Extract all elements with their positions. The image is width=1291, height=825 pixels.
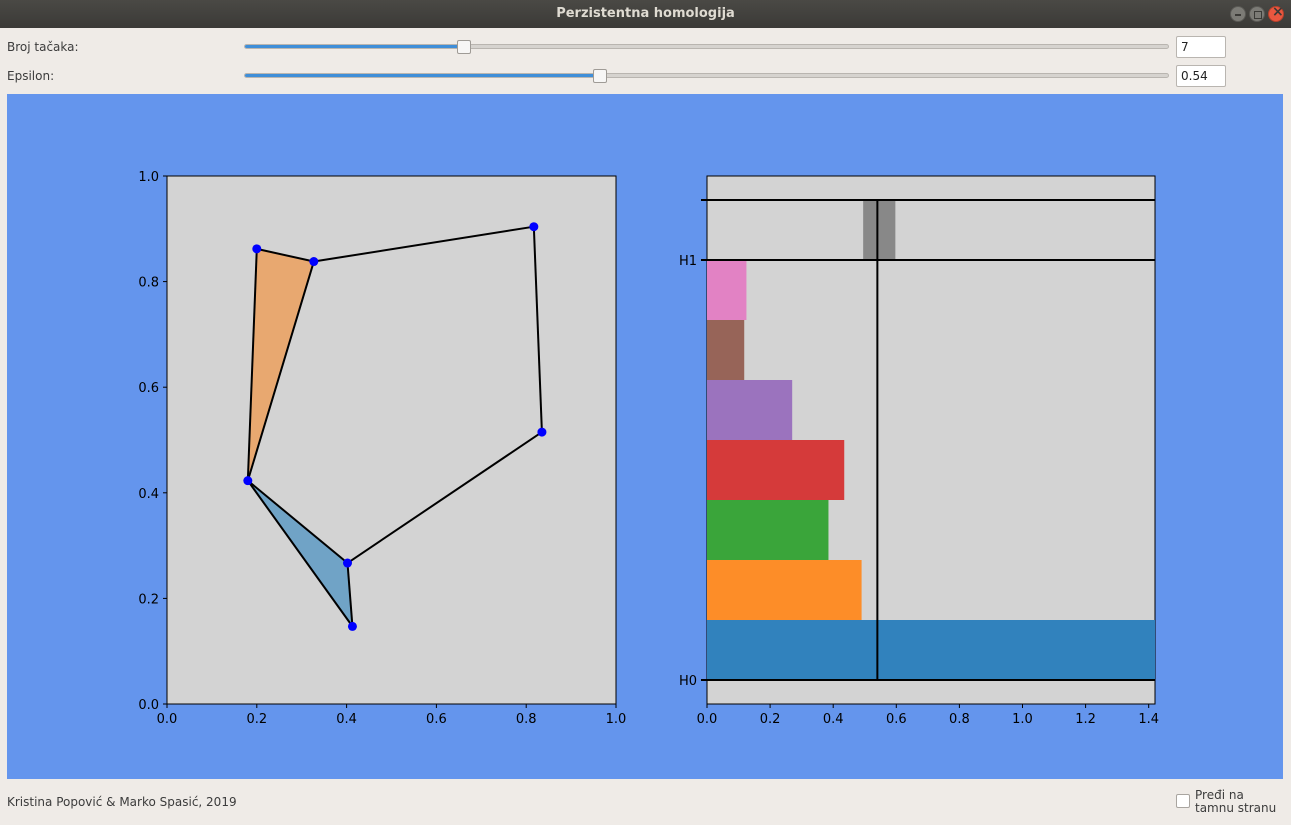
point-1 <box>309 257 319 267</box>
edge-0 <box>256 247 315 263</box>
x-tick-label: 0.4 <box>336 712 357 727</box>
point-6 <box>347 621 357 631</box>
point-3 <box>537 427 547 437</box>
h0-bar <box>707 560 862 620</box>
dark-mode-label-line1: Pređi na <box>1195 788 1244 802</box>
x-tick-label: 1.0 <box>606 712 627 727</box>
window-title: Perzistentna homologija <box>556 6 735 21</box>
barcode-x-tick-label: 0.0 <box>697 712 718 727</box>
edge-7 <box>246 261 315 481</box>
barcode-x-tick-label: 0.6 <box>886 712 907 727</box>
points-slider[interactable] <box>244 40 1169 54</box>
h0-bar <box>707 620 1155 680</box>
minimize-icon[interactable] <box>1230 6 1246 22</box>
h0-bar <box>707 440 845 500</box>
complex-axes <box>166 175 617 705</box>
edge-6 <box>246 248 258 481</box>
epsilon-slider-fill <box>245 74 601 77</box>
barcode-x-tick-label: 0.4 <box>823 712 844 727</box>
x-tick-label: 0.8 <box>516 712 537 727</box>
edge-2 <box>532 226 543 433</box>
barcode-x-tick-label: 0.2 <box>760 712 781 727</box>
x-tick-label: 0.6 <box>426 712 447 727</box>
y-tick-label: 1.0 <box>138 170 159 185</box>
h0-bar <box>707 320 745 380</box>
y-tick-label: 0.4 <box>138 487 159 502</box>
points-input[interactable] <box>1176 36 1226 58</box>
title-bar: Perzistentna homologija <box>0 0 1291 28</box>
dark-mode-checkbox[interactable] <box>1176 794 1190 808</box>
x-tick-label: 0.2 <box>246 712 267 727</box>
points-label: Broj tačaka: <box>7 40 79 54</box>
credits-text: Kristina Popović & Marko Spasić, 2019 <box>7 795 237 809</box>
epsilon-input[interactable] <box>1176 65 1226 87</box>
epsilon-slider-handle[interactable] <box>593 69 608 83</box>
points-slider-fill <box>245 45 464 48</box>
barcode-x-tick-label: 1.2 <box>1075 712 1096 727</box>
h1-bar <box>863 200 896 260</box>
edge-8 <box>247 479 349 564</box>
y-tick-label: 0.2 <box>138 592 159 607</box>
h0-bar <box>707 260 747 320</box>
point-5 <box>342 558 352 568</box>
point-0 <box>252 244 262 254</box>
h0-label: H0 <box>679 674 697 689</box>
edge-4 <box>346 562 354 627</box>
y-tick-label: 0.6 <box>138 381 159 396</box>
edge-3 <box>346 431 543 564</box>
epsilon-label: Epsilon: <box>7 69 55 83</box>
barcode-x-tick-label: 1.4 <box>1138 712 1159 727</box>
y-tick-label: 0.8 <box>138 276 159 291</box>
h1-label: H1 <box>679 254 697 269</box>
maximize-icon[interactable] <box>1249 6 1265 22</box>
x-tick-label: 0.0 <box>157 712 178 727</box>
dark-mode-label-line2: tamnu stranu <box>1195 801 1277 815</box>
close-icon[interactable] <box>1268 4 1284 22</box>
barcode-x-tick-label: 1.0 <box>1012 712 1033 727</box>
y-tick-label: 0.0 <box>138 698 159 713</box>
point-4 <box>243 476 253 486</box>
epsilon-slider[interactable] <box>244 69 1169 83</box>
point-2 <box>529 222 539 232</box>
dark-mode-label[interactable]: Pređi na tamnu stranu <box>1195 789 1285 815</box>
h0-bar <box>707 500 829 560</box>
plots-svg: 0.0 0.2 0.4 0.6 0.8 1.0 0.0 0.2 0.4 0.6 0.8 1.0 H0 H1… <box>138 170 1159 727</box>
edge-1 <box>313 225 534 263</box>
points-slider-handle[interactable] <box>456 40 471 54</box>
h0-bar <box>707 380 793 440</box>
plot-canvas: 0.0 0.2 0.4 0.6 0.8 1.0 0.0 0.2 0.4 0.6 0.8 1.0 H0 H1… <box>7 94 1283 779</box>
barcode-x-tick-label: 0.8 <box>949 712 970 727</box>
edge-5 <box>247 480 354 627</box>
